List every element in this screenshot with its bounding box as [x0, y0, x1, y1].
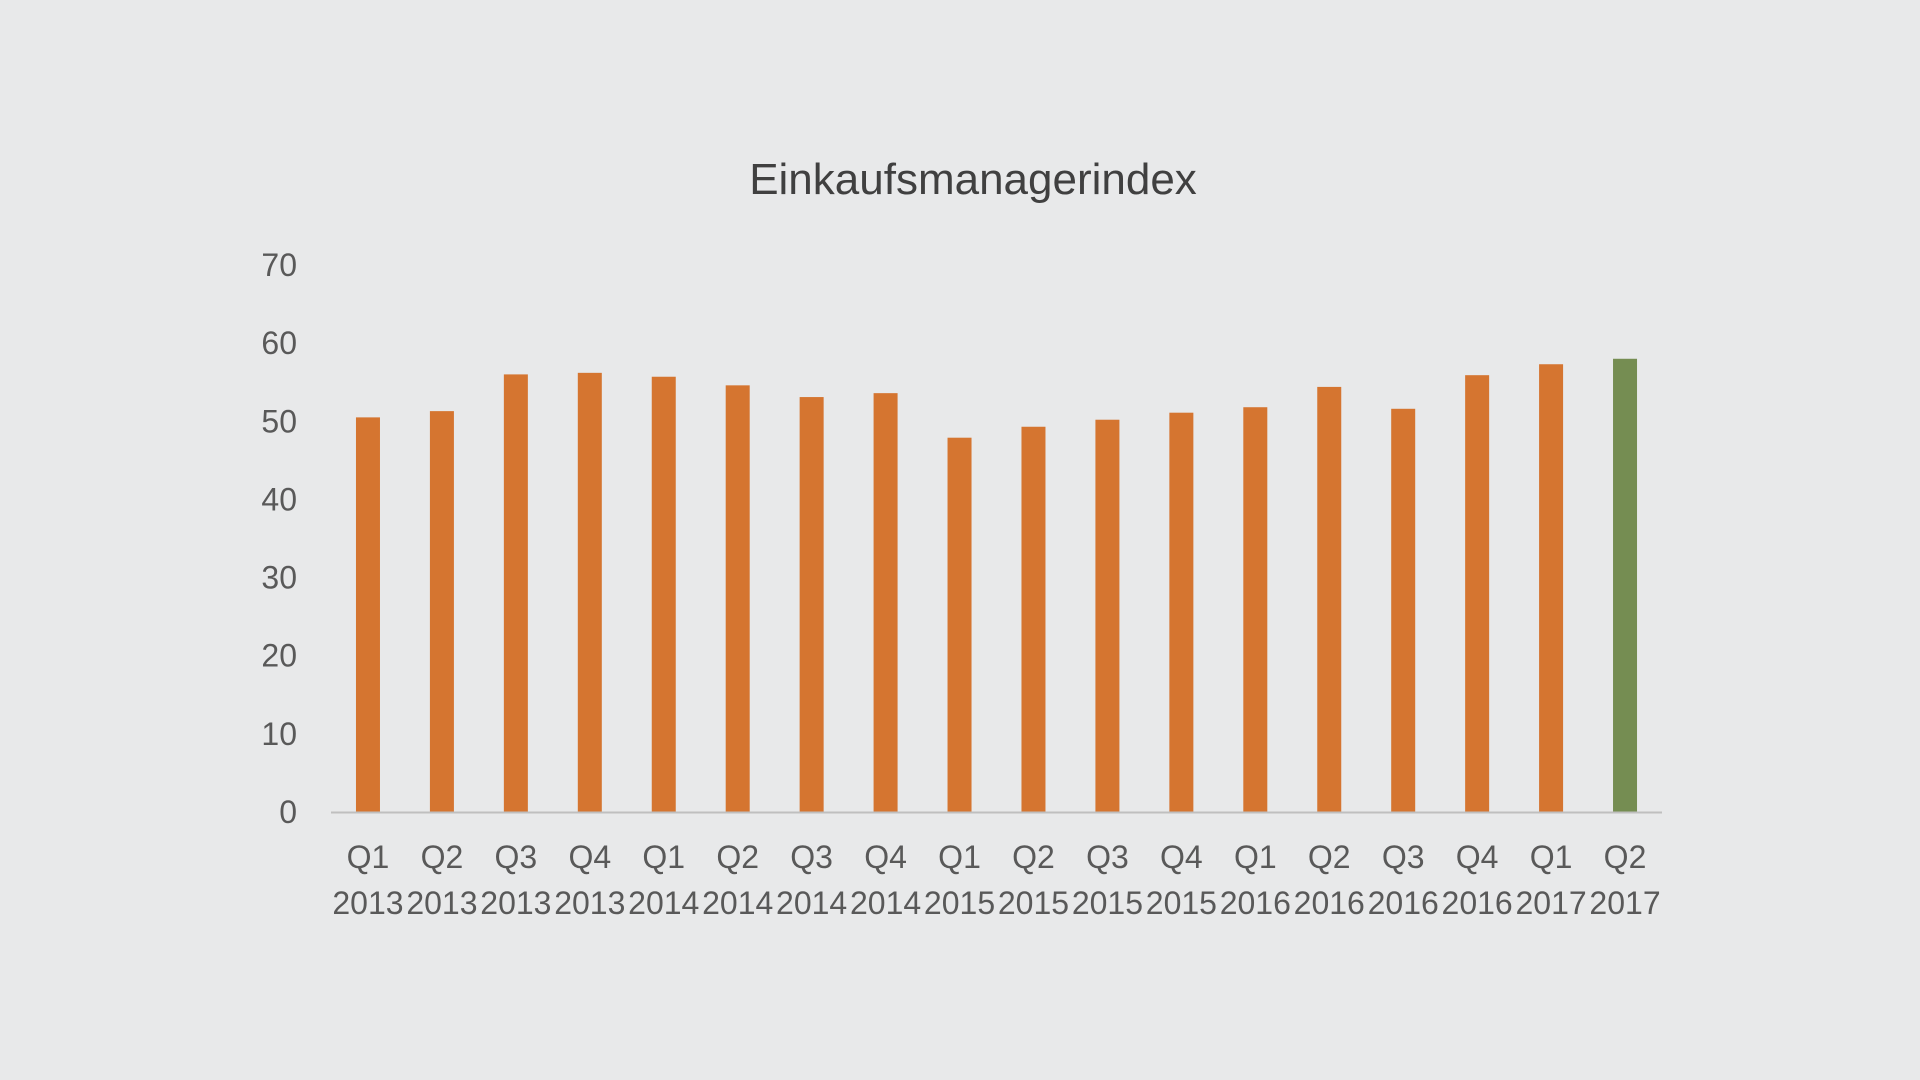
y-tick-label: 70 [261, 247, 297, 283]
bar [1613, 358, 1638, 812]
x-tick-label-year: 2015 [1072, 885, 1143, 921]
y-tick-label: 40 [261, 481, 297, 517]
x-tick-label-quarter: Q1 [1234, 839, 1277, 875]
x-tick-label-quarter: Q3 [790, 839, 833, 875]
y-tick-label: 50 [261, 403, 297, 439]
bar [1539, 364, 1564, 812]
x-tick-label-year: 2014 [628, 885, 699, 921]
bar [651, 376, 676, 812]
bar [1095, 419, 1120, 812]
x-tick-label-year: 2016 [1294, 885, 1365, 921]
bar [429, 411, 454, 812]
x-tick-label-quarter: Q2 [1604, 839, 1647, 875]
chart-title: Einkaufsmanagerindex [749, 155, 1197, 204]
x-tick-label-quarter: Q2 [716, 839, 759, 875]
y-tick-label: 20 [261, 638, 297, 674]
bar [725, 385, 750, 812]
bar [1243, 407, 1268, 812]
bar [1317, 386, 1342, 812]
x-tick-label-year: 2014 [850, 885, 921, 921]
x-tick-label-year: 2013 [406, 885, 477, 921]
bar [503, 374, 528, 812]
x-tick-label-quarter: Q3 [1382, 839, 1425, 875]
y-tick-label: 0 [279, 794, 297, 830]
bar [355, 417, 380, 812]
x-tick-label-quarter: Q2 [421, 839, 464, 875]
y-tick-label: 10 [261, 716, 297, 752]
bar [1465, 375, 1490, 812]
bars [355, 358, 1638, 812]
y-tick-label: 60 [261, 325, 297, 361]
bar [1169, 412, 1194, 812]
x-tick-label-year: 2016 [1368, 885, 1439, 921]
x-tick-label-year: 2014 [776, 885, 847, 921]
x-tick-label-year: 2013 [332, 885, 403, 921]
bar [947, 437, 972, 812]
x-tick-label-quarter: Q4 [1160, 839, 1203, 875]
bar [1021, 426, 1046, 812]
bar [1391, 408, 1416, 812]
x-tick-label-year: 2013 [554, 885, 625, 921]
x-tick-label-quarter: Q2 [1308, 839, 1351, 875]
x-tick-label-quarter: Q3 [495, 839, 538, 875]
bar [873, 393, 898, 812]
x-tick-label-quarter: Q1 [938, 839, 981, 875]
x-axis: Q1 2013 Q2 2013 Q3 2013 Q4 2013 Q1 2014 Q2 2014 Q3 20… [331, 811, 1662, 921]
x-tick-label-year: 2016 [1220, 885, 1291, 921]
x-tick-label-year: 2017 [1515, 885, 1586, 921]
y-tick-label: 30 [261, 560, 297, 596]
x-tick-label-quarter: Q4 [1456, 839, 1499, 875]
x-tick-label-quarter: Q1 [642, 839, 685, 875]
x-tick-label-quarter: Q2 [1012, 839, 1055, 875]
x-tick-label-year: 2015 [924, 885, 995, 921]
bar [799, 397, 824, 812]
x-tick-label-quarter: Q3 [1086, 839, 1129, 875]
x-tick-label-quarter: Q1 [1530, 839, 1573, 875]
x-tick-label-year: 2015 [998, 885, 1069, 921]
y-axis: 0 10 20 30 40 50 60 70 [261, 247, 297, 830]
x-tick-label-year: 2015 [1146, 885, 1217, 921]
x-tick-label-year: 2013 [480, 885, 551, 921]
x-tick-label-quarter: Q4 [864, 839, 907, 875]
x-tick-label-year: 2017 [1589, 885, 1660, 921]
x-tick-label-quarter: Q4 [568, 839, 611, 875]
x-tick-label-quarter: Q1 [347, 839, 390, 875]
bar [577, 372, 602, 812]
x-tick-label-year: 2014 [702, 885, 773, 921]
x-tick-label-year: 2016 [1442, 885, 1513, 921]
